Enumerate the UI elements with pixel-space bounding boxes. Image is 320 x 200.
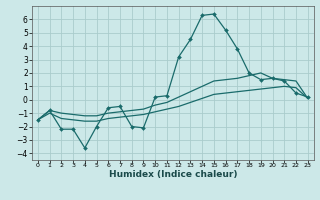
X-axis label: Humidex (Indice chaleur): Humidex (Indice chaleur)	[108, 170, 237, 179]
